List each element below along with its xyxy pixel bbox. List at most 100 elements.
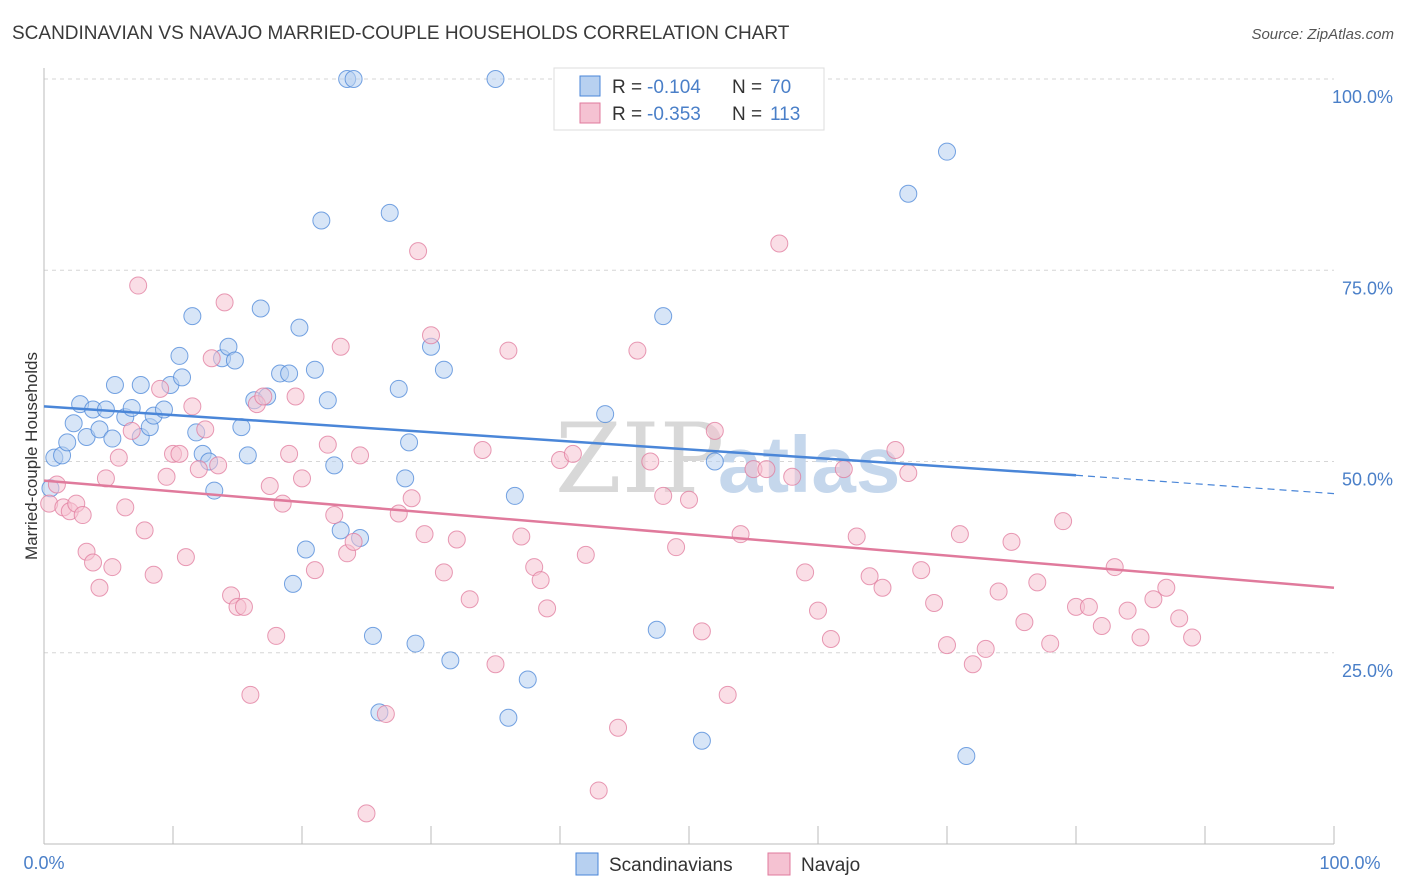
point-scandinavians xyxy=(396,469,415,488)
point-navajo xyxy=(925,594,944,613)
point-navajo xyxy=(273,494,292,513)
point-navajo xyxy=(209,456,228,475)
point-scandinavians xyxy=(692,731,711,750)
watermark-atlas: atlas xyxy=(718,420,900,509)
trendline-extension-scandinavians xyxy=(1075,474,1335,495)
point-navajo xyxy=(409,242,428,261)
point-scandinavians xyxy=(654,307,673,326)
point-scandinavians xyxy=(899,184,918,203)
point-navajo xyxy=(215,293,234,312)
point-navajo xyxy=(989,582,1008,601)
point-navajo xyxy=(847,527,866,546)
stats-n-label-navajo: N = xyxy=(732,104,762,125)
point-navajo xyxy=(460,590,479,609)
point-navajo xyxy=(641,452,660,471)
point-scandinavians xyxy=(486,70,505,88)
point-scandinavians xyxy=(105,376,124,394)
stats-swatch-navajo xyxy=(579,102,601,124)
point-navajo xyxy=(1028,573,1047,592)
point-navajo xyxy=(84,553,103,572)
point-scandinavians xyxy=(400,433,419,452)
point-navajo xyxy=(170,444,189,463)
point-scandinavians xyxy=(312,211,331,230)
point-scandinavians xyxy=(238,446,257,465)
point-navajo xyxy=(680,490,698,509)
point-navajo xyxy=(1092,616,1111,635)
point-navajo xyxy=(1144,590,1163,609)
stats-r-value-navajo: -0.353 xyxy=(647,104,701,125)
stats-r-label-navajo: R = xyxy=(612,104,642,125)
point-scandinavians xyxy=(596,405,615,424)
point-navajo xyxy=(628,341,647,360)
point-navajo xyxy=(151,379,170,398)
point-navajo xyxy=(103,558,122,577)
point-navajo xyxy=(705,421,724,440)
point-navajo xyxy=(109,448,128,467)
point-navajo xyxy=(938,636,956,655)
point-navajo xyxy=(116,498,135,517)
point-scandinavians xyxy=(64,414,83,433)
point-navajo xyxy=(1002,532,1021,551)
point-navajo xyxy=(1015,613,1034,632)
stats-r-label-scandinavians: R = xyxy=(612,77,642,98)
stats-r-value-scandinavians: -0.104 xyxy=(647,77,701,98)
point-scandinavians xyxy=(58,433,77,452)
point-navajo xyxy=(325,506,344,525)
point-scandinavians xyxy=(290,318,309,337)
point-scandinavians xyxy=(518,670,537,689)
point-scandinavians xyxy=(380,203,399,222)
point-navajo xyxy=(357,804,376,823)
legend-swatch-scandinavians xyxy=(575,852,599,876)
point-navajo xyxy=(157,467,176,486)
stats-n-value-scandinavians: 70 xyxy=(770,77,791,98)
point-scandinavians xyxy=(318,391,337,410)
y-tick-label: 25.0% xyxy=(1342,661,1393,681)
point-navajo xyxy=(486,655,505,674)
point-navajo xyxy=(718,685,737,704)
point-navajo xyxy=(422,326,440,345)
legend-swatch-navajo xyxy=(767,852,791,876)
point-scandinavians xyxy=(103,429,122,448)
point-navajo xyxy=(434,563,453,582)
y-tick-label: 100.0% xyxy=(1332,87,1393,107)
y-axis-label: Married-couple Households xyxy=(22,352,41,560)
y-tick-labels: 100.0% 75.0% 50.0% 25.0% xyxy=(1332,87,1393,681)
point-navajo xyxy=(389,504,408,523)
point-navajo xyxy=(899,463,918,482)
point-navajo xyxy=(344,532,363,551)
point-scandinavians xyxy=(505,486,524,505)
point-navajo xyxy=(950,525,969,544)
point-navajo xyxy=(129,276,148,295)
point-navajo xyxy=(886,441,905,460)
legend-label-navajo: Navajo xyxy=(801,855,860,876)
point-navajo xyxy=(176,548,195,567)
stats-n-value-navajo: 113 xyxy=(770,104,800,125)
point-scandinavians xyxy=(705,452,724,471)
point-navajo xyxy=(1105,558,1124,577)
point-navajo xyxy=(654,486,673,505)
point-navajo xyxy=(976,639,995,658)
point-navajo xyxy=(783,467,802,486)
point-navajo xyxy=(254,387,273,406)
point-scandinavians xyxy=(251,299,270,318)
point-navajo xyxy=(447,530,466,549)
point-scandinavians xyxy=(205,481,224,500)
point-navajo xyxy=(609,718,628,737)
point-navajo xyxy=(589,781,608,800)
point-navajo xyxy=(135,521,154,540)
point-navajo xyxy=(576,545,595,564)
point-scandinavians xyxy=(296,540,315,559)
point-navajo xyxy=(73,506,92,525)
point-navajo xyxy=(1041,634,1060,653)
point-navajo xyxy=(280,444,299,463)
point-navajo xyxy=(873,578,892,597)
gridlines xyxy=(44,78,1334,654)
point-scandinavians xyxy=(938,142,956,161)
point-scandinavians xyxy=(183,307,202,326)
trendline-navajo xyxy=(43,479,1335,589)
point-navajo xyxy=(305,561,324,580)
point-navajo xyxy=(1170,609,1189,628)
point-scandinavians xyxy=(131,376,150,394)
point-navajo xyxy=(47,475,66,494)
point-navajo xyxy=(834,460,853,479)
